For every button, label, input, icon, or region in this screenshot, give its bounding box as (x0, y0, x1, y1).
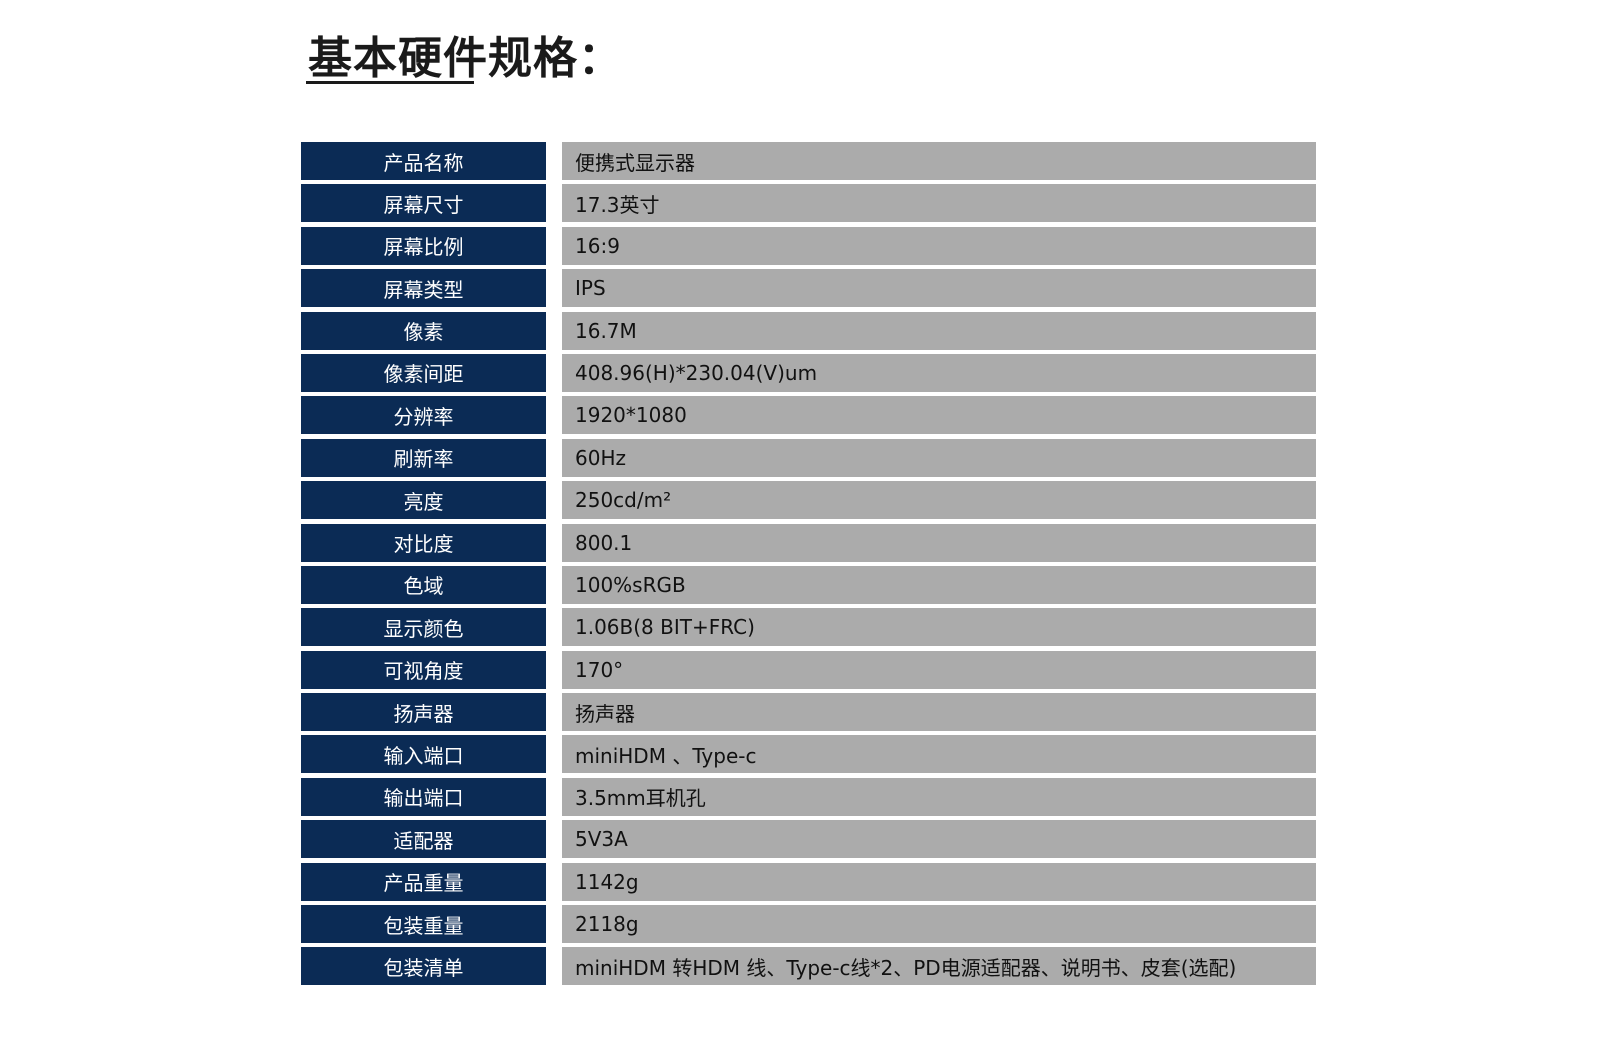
spec-label: 刷新率 (301, 438, 546, 477)
spec-value: 408.96(H)*230.04(V)um (562, 353, 1316, 392)
spec-row: 产品重量 1142g (301, 862, 1316, 901)
spec-row: 显示颜色 1.06B(8 BIT+FRC) (301, 608, 1316, 647)
spec-row: 屏幕类型 IPS (301, 269, 1316, 308)
spec-value: 800.1 (562, 523, 1316, 562)
spec-value: 16.7M (562, 311, 1316, 350)
spec-value: 5V3A (562, 820, 1316, 859)
spec-label: 屏幕比例 (301, 226, 546, 265)
spec-value: 1142g (562, 862, 1316, 901)
spec-value: 扬声器 (562, 693, 1316, 732)
spec-label: 分辨率 (301, 396, 546, 435)
spec-row: 像素间距 408.96(H)*230.04(V)um (301, 353, 1316, 392)
spec-row: 分辨率 1920*1080 (301, 396, 1316, 435)
spec-label: 包装清单 (301, 947, 546, 986)
spec-label: 扬声器 (301, 693, 546, 732)
spec-row: 屏幕尺寸 17.3英寸 (301, 184, 1316, 223)
spec-row: 亮度 250cd/m² (301, 481, 1316, 520)
spec-label: 可视角度 (301, 650, 546, 689)
spec-value: miniHDM 转HDM 线、Type-c线*2、PD电源适配器、说明书、皮套(… (562, 947, 1316, 986)
title-underline (306, 81, 474, 84)
spec-label: 显示颜色 (301, 608, 546, 647)
spec-label: 产品名称 (301, 142, 546, 180)
spec-row: 扬声器 扬声器 (301, 693, 1316, 732)
spec-row: 刷新率 60Hz (301, 438, 1316, 477)
spec-row: 屏幕比例 16:9 (301, 226, 1316, 265)
spec-row: 包装重量 2118g (301, 905, 1316, 944)
spec-value: 17.3英寸 (562, 184, 1316, 223)
spec-value: 便携式显示器 (562, 142, 1316, 180)
spec-label: 对比度 (301, 523, 546, 562)
spec-label: 色域 (301, 565, 546, 604)
spec-row: 适配器 5V3A (301, 820, 1316, 859)
spec-label: 屏幕类型 (301, 269, 546, 308)
spec-label: 适配器 (301, 820, 546, 859)
spec-row: 产品名称 便携式显示器 (301, 142, 1316, 180)
spec-row: 输出端口 3.5mm耳机孔 (301, 777, 1316, 816)
spec-label: 像素间距 (301, 353, 546, 392)
spec-value: 3.5mm耳机孔 (562, 777, 1316, 816)
spec-row: 对比度 800.1 (301, 523, 1316, 562)
spec-value: 1.06B(8 BIT+FRC) (562, 608, 1316, 647)
spec-value: 60Hz (562, 438, 1316, 477)
spec-row: 色域 100%sRGB (301, 565, 1316, 604)
spec-row: 可视角度 170° (301, 650, 1316, 689)
spec-value: 170° (562, 650, 1316, 689)
page-title: 基本硬件规格： (308, 33, 623, 84)
spec-row: 输入端口 miniHDM 、Type-c (301, 735, 1316, 774)
spec-label: 像素 (301, 311, 546, 350)
spec-value: miniHDM 、Type-c (562, 735, 1316, 774)
spec-label: 包装重量 (301, 905, 546, 944)
spec-table: 产品名称 便携式显示器 屏幕尺寸 17.3英寸 屏幕比例 16:9 屏幕类型 IPS 像素 16.… (301, 142, 1316, 990)
spec-label: 屏幕尺寸 (301, 184, 546, 223)
spec-value: IPS (562, 269, 1316, 308)
spec-value: 250cd/m² (562, 481, 1316, 520)
spec-row: 包装清单 miniHDM 转HDM 线、Type-c线*2、PD电源适配器、说明书… (301, 947, 1316, 986)
spec-value: 2118g (562, 905, 1316, 944)
spec-label: 输入端口 (301, 735, 546, 774)
spec-value: 1920*1080 (562, 396, 1316, 435)
spec-value: 100%sRGB (562, 565, 1316, 604)
spec-row: 像素 16.7M (301, 311, 1316, 350)
spec-label: 输出端口 (301, 777, 546, 816)
spec-value: 16:9 (562, 226, 1316, 265)
spec-label: 亮度 (301, 481, 546, 520)
spec-label: 产品重量 (301, 862, 546, 901)
